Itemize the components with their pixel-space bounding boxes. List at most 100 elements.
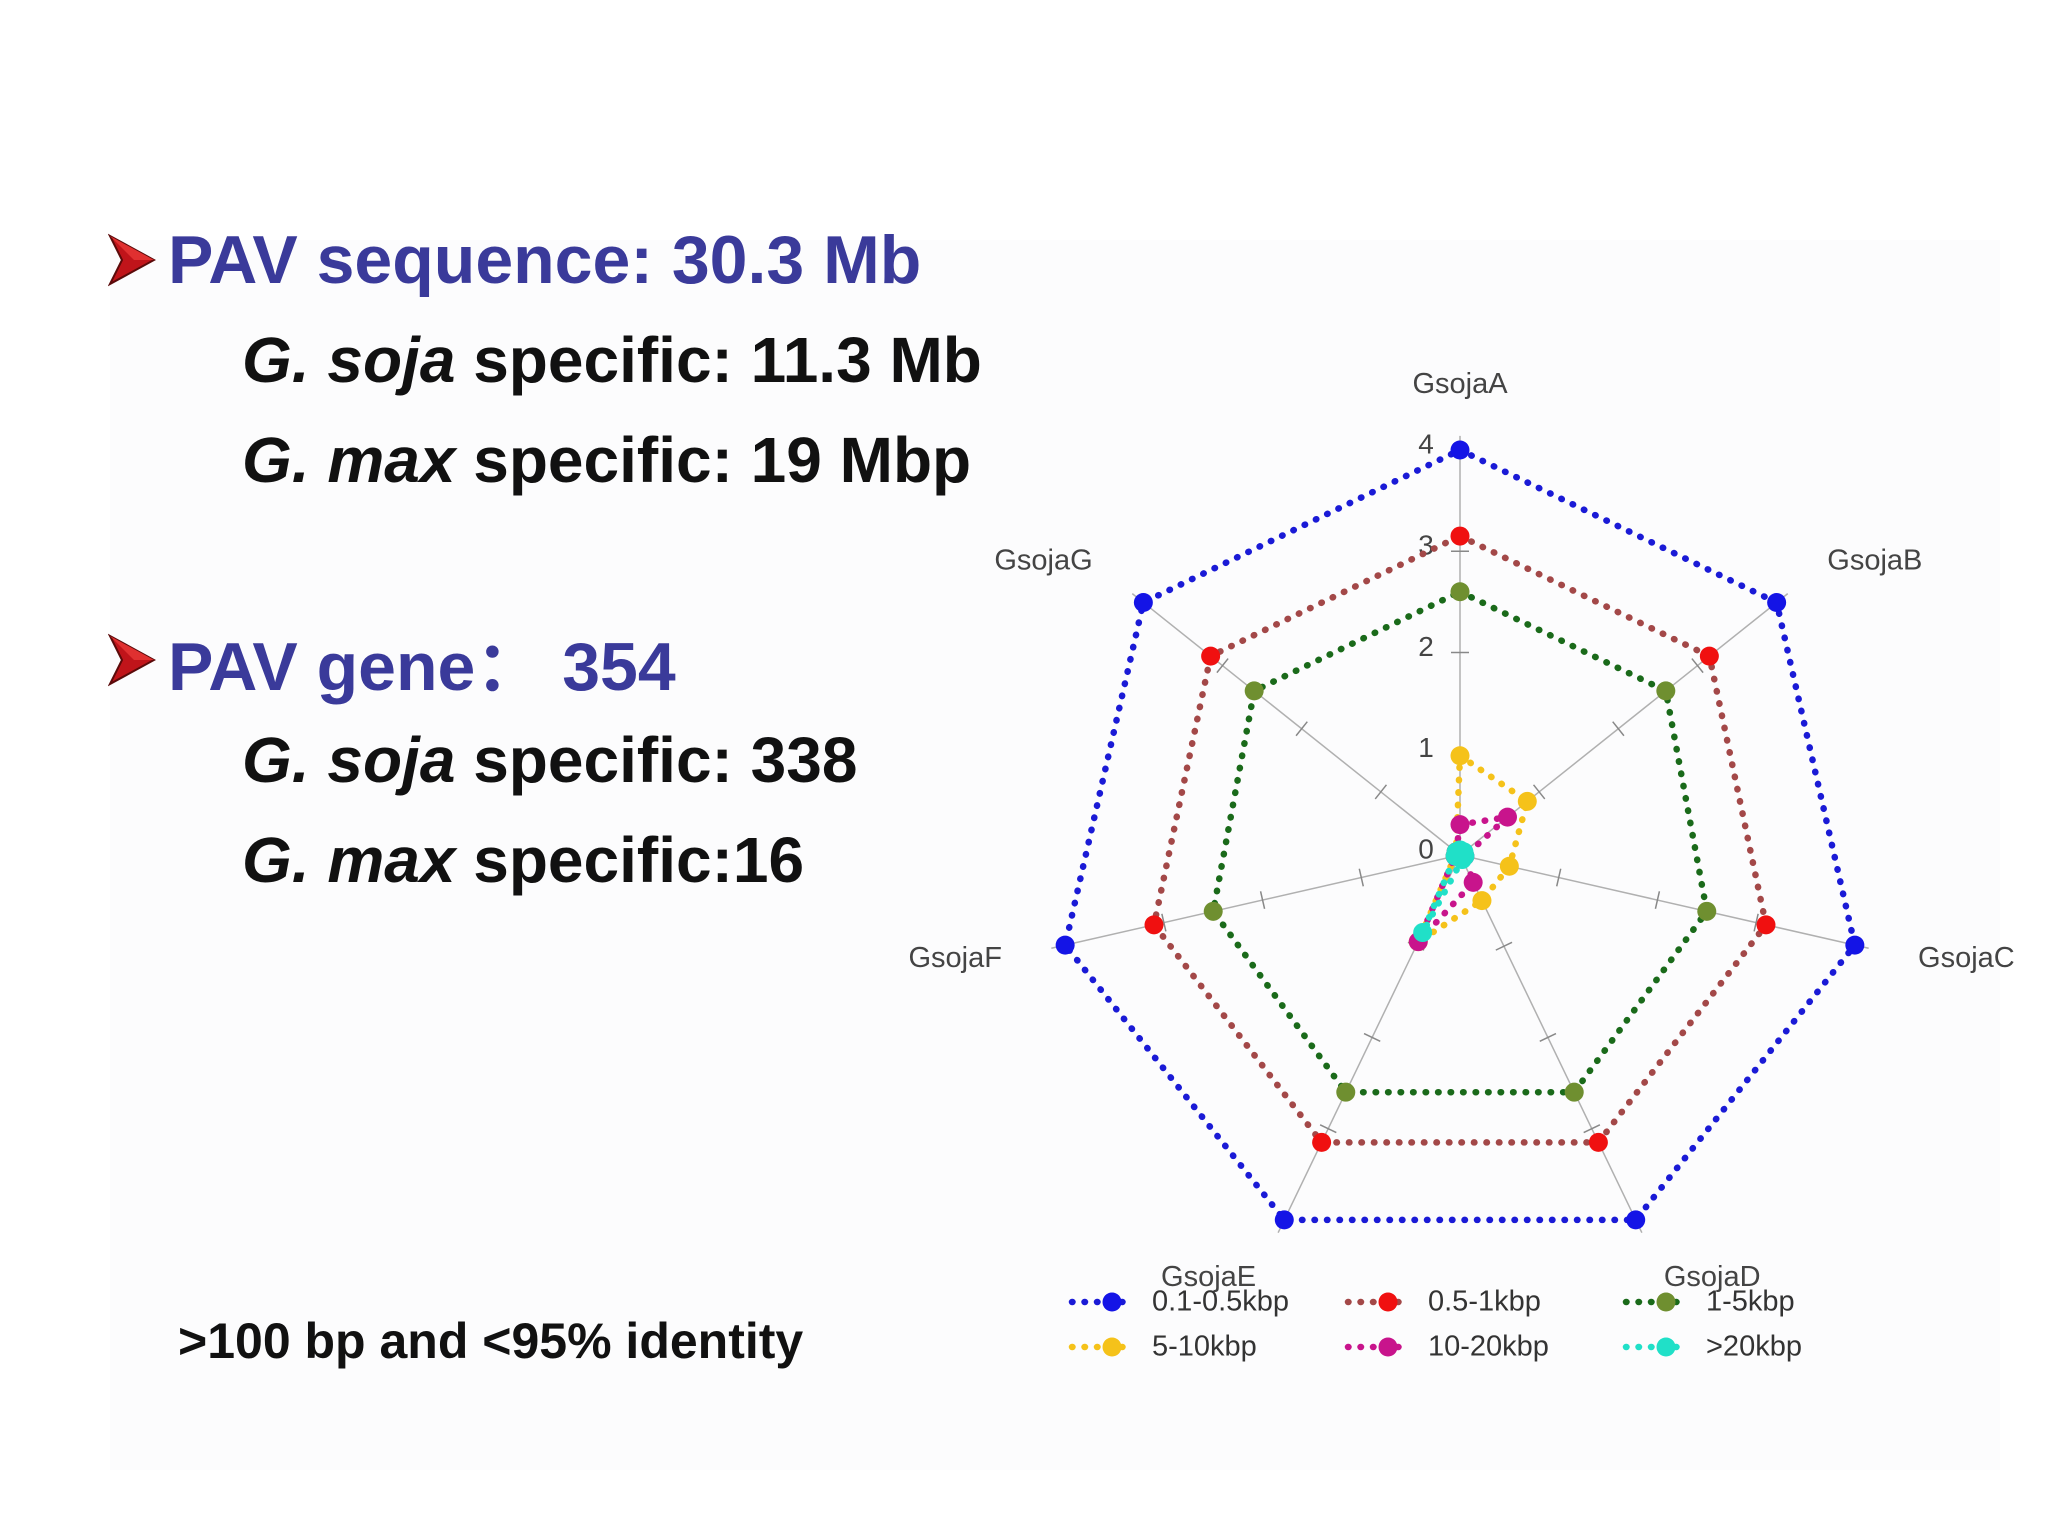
data-point — [1497, 807, 1517, 827]
data-point — [1055, 935, 1075, 955]
data-point — [1413, 923, 1433, 943]
axis-tick — [1216, 658, 1229, 674]
axis-label: GsojaE — [1161, 1261, 1256, 1293]
radial-tick-label: 4 — [1418, 428, 1434, 459]
legend-label: 0.1-0.5kbp — [1152, 1286, 1289, 1318]
data-point — [1450, 582, 1470, 602]
data-point — [1656, 681, 1676, 701]
axis-tick — [1691, 658, 1704, 674]
genus-abbrev: G. — [242, 724, 310, 796]
gmax-sequence-line: G. max specific: 19 Mbp — [108, 410, 982, 510]
slide-background — [110, 240, 2000, 1470]
genus-abbrev: G. — [242, 424, 310, 496]
species-name: soja — [327, 324, 456, 396]
legend-label: 1-5kbp — [1706, 1286, 1795, 1318]
legend-swatch-marker — [1656, 1337, 1676, 1357]
data-point — [1450, 815, 1470, 835]
data-point — [1697, 901, 1717, 921]
axis-label: GsojaC — [1918, 942, 2015, 974]
data-point — [1133, 592, 1153, 612]
radial-tick-label: 2 — [1418, 631, 1434, 662]
data-point — [1450, 746, 1470, 766]
bullet-arrow-icon — [108, 233, 156, 287]
sequence-specific-text: specific: 19 Mbp — [455, 424, 972, 496]
bullet-arrow-icon — [108, 633, 156, 687]
pav-sequence-heading-line: PAV sequence: 30.3 Mb — [108, 210, 982, 310]
data-point — [1463, 872, 1483, 892]
data-point — [1588, 1132, 1608, 1152]
axis-spoke — [1459, 854, 1643, 1233]
axis-label: GsojaF — [908, 942, 1001, 974]
data-point — [1699, 646, 1719, 666]
axis-label: GsojaB — [1827, 545, 1922, 577]
pav-sequence-heading: PAV sequence: 30.3 Mb — [168, 222, 922, 298]
legend-swatch-marker — [1378, 1292, 1398, 1312]
axis-tick — [1295, 721, 1308, 737]
gene-specific-text: specific: 338 — [455, 724, 858, 796]
species-name: max — [327, 824, 456, 896]
legend-label: 5-10kbp — [1152, 1331, 1257, 1363]
data-point — [1767, 592, 1787, 612]
radial-tick-label: 0 — [1418, 833, 1434, 864]
radial-tick-label: 1 — [1418, 732, 1434, 763]
data-point — [1144, 915, 1164, 935]
legend-label: 10-20kbp — [1428, 1331, 1549, 1363]
series-line — [1150, 532, 1770, 1146]
data-point — [1203, 901, 1223, 921]
legend-swatch-marker — [1378, 1337, 1398, 1357]
gsoja-gene-line: G. soja specific: 338 — [108, 710, 857, 810]
data-point — [1201, 646, 1221, 666]
data-point — [1450, 526, 1470, 546]
axis-tick — [1583, 1124, 1601, 1134]
data-point — [1756, 915, 1776, 935]
axis-tick — [1753, 913, 1759, 932]
genus-abbrev: G. — [242, 324, 310, 396]
pav-gene-heading-line: PAV gene： 354 — [108, 610, 857, 710]
data-point — [1564, 1082, 1584, 1102]
axis-tick — [1532, 784, 1546, 800]
axis-tick — [1654, 891, 1661, 910]
axis-label: GsojaD — [1664, 1261, 1761, 1293]
gmax-gene-line: G. max specific:16 — [108, 810, 857, 910]
series-line — [1061, 446, 1859, 1224]
data-point — [1499, 856, 1519, 876]
species-name: soja — [327, 724, 456, 796]
axis-tick — [1612, 721, 1625, 737]
data-point — [1312, 1132, 1332, 1152]
genus-abbrev: G. — [242, 824, 310, 896]
axis-tick — [1539, 1032, 1557, 1043]
axis-tick — [1358, 868, 1365, 887]
data-point — [1845, 935, 1865, 955]
axis-tick — [1363, 1032, 1381, 1043]
data-point — [1336, 1082, 1356, 1102]
data-point — [1517, 791, 1537, 811]
legend-label: 0.5-1kbp — [1428, 1286, 1541, 1318]
axis-spoke — [1131, 593, 1461, 856]
species-name: max — [327, 424, 456, 496]
legend-swatch-marker — [1102, 1292, 1122, 1312]
axis-tick — [1555, 868, 1562, 887]
gsoja-sequence-line: G. soja specific: 11.3 Mb — [108, 310, 982, 410]
axis-tick — [1319, 1124, 1337, 1134]
axis-label: GsojaA — [1412, 368, 1508, 400]
legend-swatch-marker — [1102, 1337, 1122, 1357]
data-point — [1274, 1210, 1294, 1230]
axis-tick — [1259, 891, 1266, 910]
axis-label: GsojaG — [994, 545, 1092, 577]
axis-tick — [1495, 941, 1513, 951]
series-line — [1209, 588, 1711, 1096]
data-point — [1446, 842, 1466, 862]
data-point — [1472, 891, 1492, 911]
axis-tick — [1374, 784, 1388, 800]
sequence-specific-text: specific: 11.3 Mb — [455, 324, 982, 396]
data-point — [1244, 681, 1264, 701]
pav-sequence-block: PAV sequence: 30.3 Mb G. soja specific: … — [108, 210, 982, 510]
data-point — [1626, 1210, 1646, 1230]
pav-gene-block: PAV gene： 354 G. soja specific: 338 G. m… — [108, 610, 857, 910]
axis-spoke — [1051, 854, 1461, 950]
legend-swatch-marker — [1656, 1292, 1676, 1312]
legend-label: >20kbp — [1706, 1331, 1802, 1363]
data-point — [1450, 440, 1470, 460]
axis-tick — [1161, 913, 1167, 932]
